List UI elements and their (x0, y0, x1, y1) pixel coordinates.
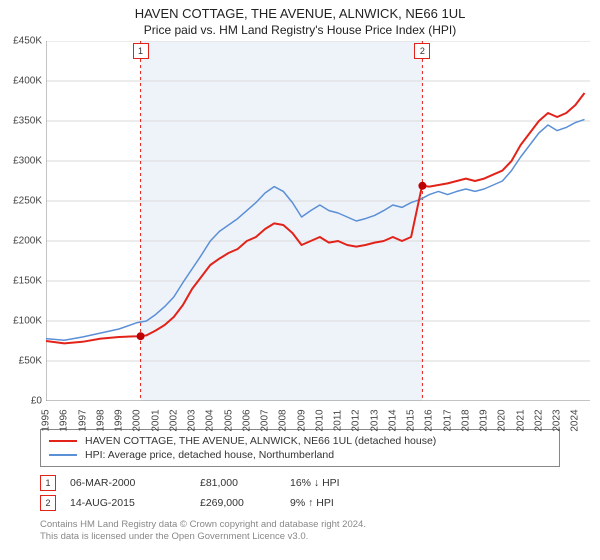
y-axis-label: £300K (13, 156, 46, 167)
chart-svg (46, 41, 590, 401)
legend-item: HPI: Average price, detached house, Nort… (49, 448, 551, 462)
y-axis-label: £400K (13, 75, 46, 86)
legend-label: HPI: Average price, detached house, Nort… (85, 449, 334, 461)
chart-subtitle: Price paid vs. HM Land Registry's House … (0, 21, 600, 41)
sale-badge: 2 (40, 495, 56, 511)
chart-container: HAVEN COTTAGE, THE AVENUE, ALNWICK, NE66… (0, 0, 600, 560)
y-axis-label: £450K (13, 36, 46, 47)
legend-swatch (49, 440, 77, 442)
x-axis-label: 2005 (223, 409, 234, 431)
x-axis-label: 1995 (41, 409, 52, 431)
x-axis-label: 2010 (314, 409, 325, 431)
legend-swatch (49, 454, 77, 456)
y-axis-label: £150K (13, 276, 46, 287)
x-axis-label: 2001 (150, 409, 161, 431)
x-axis-label: 2008 (278, 409, 289, 431)
x-axis-label: 1999 (114, 409, 125, 431)
x-axis-label: 2024 (570, 409, 581, 431)
x-axis-label: 2016 (424, 409, 435, 431)
sale-date: 06-MAR-2000 (70, 477, 200, 489)
footer: Contains HM Land Registry data © Crown c… (40, 519, 560, 544)
x-axis-label: 2000 (132, 409, 143, 431)
x-axis-label: 2022 (533, 409, 544, 431)
footer-line1: Contains HM Land Registry data © Crown c… (40, 519, 560, 531)
legend-label: HAVEN COTTAGE, THE AVENUE, ALNWICK, NE66… (85, 435, 436, 447)
x-axis-label: 2002 (168, 409, 179, 431)
chart-plot-area: £0£50K£100K£150K£200K£250K£300K£350K£400… (46, 41, 590, 401)
y-axis-label: £0 (31, 396, 46, 407)
y-axis-label: £200K (13, 236, 46, 247)
x-axis-label: 2004 (205, 409, 216, 431)
sale-hpi-diff: 16% ↓ HPI (290, 477, 380, 489)
x-axis-label: 1997 (77, 409, 88, 431)
x-axis-label: 1996 (59, 409, 70, 431)
legend: HAVEN COTTAGE, THE AVENUE, ALNWICK, NE66… (40, 429, 560, 467)
footer-line2: This data is licensed under the Open Gov… (40, 531, 560, 543)
x-axis-label: 2015 (406, 409, 417, 431)
x-axis-label: 2006 (241, 409, 252, 431)
sale-marker-badge: 1 (133, 43, 149, 59)
y-axis-label: £100K (13, 316, 46, 327)
x-axis-label: 2011 (333, 410, 344, 432)
sale-badge: 1 (40, 475, 56, 491)
x-axis-label: 2013 (369, 409, 380, 431)
x-axis-label: 2021 (515, 409, 526, 431)
x-axis-label: 2003 (187, 409, 198, 431)
x-axis-label: 2019 (479, 409, 490, 431)
x-axis-label: 2018 (460, 409, 471, 431)
sale-marker-badge: 2 (414, 43, 430, 59)
sale-hpi-diff: 9% ↑ HPI (290, 497, 380, 509)
legend-item: HAVEN COTTAGE, THE AVENUE, ALNWICK, NE66… (49, 434, 551, 448)
sales-table: 1 06-MAR-2000£81,00016% ↓ HPI 2 14-AUG-2015… (40, 473, 560, 513)
y-axis-label: £350K (13, 115, 46, 126)
x-axis-label: 2007 (260, 409, 271, 431)
sale-row: 2 14-AUG-2015£269,0009% ↑ HPI (40, 493, 560, 513)
x-axis-label: 2017 (442, 409, 453, 431)
sale-price: £269,000 (200, 497, 290, 509)
x-axis-label: 2009 (296, 409, 307, 431)
x-axis-label: 2012 (351, 409, 362, 431)
x-axis-label: 2020 (497, 409, 508, 431)
sale-row: 1 06-MAR-2000£81,00016% ↓ HPI (40, 473, 560, 493)
x-axis-label: 2014 (387, 409, 398, 431)
y-axis-label: £50K (19, 355, 46, 366)
x-axis-label: 2023 (552, 409, 563, 431)
y-axis-label: £250K (13, 195, 46, 206)
sale-date: 14-AUG-2015 (70, 497, 200, 509)
sale-price: £81,000 (200, 477, 290, 489)
x-axis-label: 1998 (95, 409, 106, 431)
chart-title: HAVEN COTTAGE, THE AVENUE, ALNWICK, NE66… (0, 0, 600, 21)
